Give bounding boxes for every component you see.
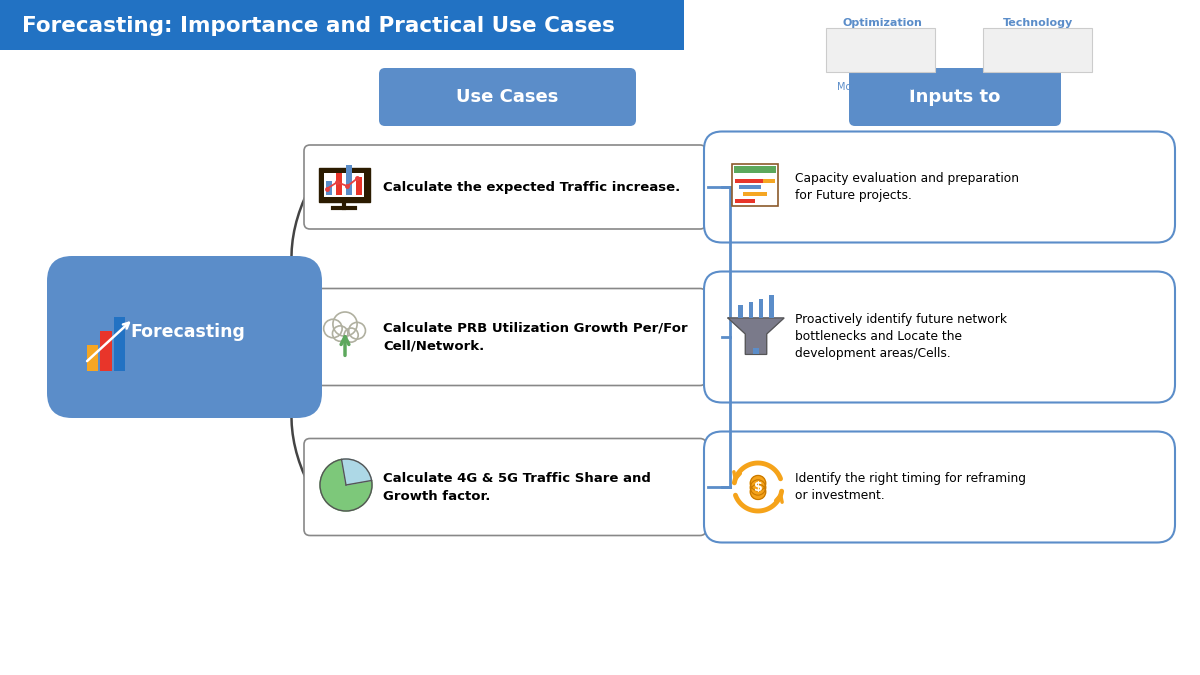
FancyBboxPatch shape xyxy=(736,198,755,202)
Text: Calculate 4G & 5G Traffic Share and
Growth factor.: Calculate 4G & 5G Traffic Share and Grow… xyxy=(383,472,650,502)
Circle shape xyxy=(332,312,358,336)
FancyBboxPatch shape xyxy=(379,68,636,126)
Text: Inputs to: Inputs to xyxy=(910,88,1001,106)
Text: Calculate PRB Utilization Growth Per/For
Cell/Network.: Calculate PRB Utilization Growth Per/For… xyxy=(383,321,688,352)
FancyBboxPatch shape xyxy=(356,177,362,195)
FancyBboxPatch shape xyxy=(743,192,767,196)
Text: Proactively identify future network
bottlenecks and Locate the
development areas: Proactively identify future network bott… xyxy=(794,313,1007,360)
FancyBboxPatch shape xyxy=(826,28,935,72)
Text: Optimization: Optimization xyxy=(842,18,922,28)
FancyBboxPatch shape xyxy=(326,181,332,195)
FancyBboxPatch shape xyxy=(47,256,322,418)
FancyBboxPatch shape xyxy=(324,173,365,197)
Text: Technology: Technology xyxy=(1003,18,1073,28)
Polygon shape xyxy=(342,459,372,485)
FancyBboxPatch shape xyxy=(704,271,1175,402)
FancyBboxPatch shape xyxy=(88,345,98,371)
Circle shape xyxy=(344,328,359,342)
Text: Forecasting: Forecasting xyxy=(130,323,245,341)
Circle shape xyxy=(750,484,766,500)
Circle shape xyxy=(750,475,766,491)
Text: $: $ xyxy=(754,481,762,494)
Circle shape xyxy=(750,480,766,495)
Text: Calculate the expected Traffic increase.: Calculate the expected Traffic increase. xyxy=(383,180,680,194)
FancyBboxPatch shape xyxy=(738,305,743,318)
Text: Use Cases: Use Cases xyxy=(456,88,559,106)
FancyBboxPatch shape xyxy=(336,173,342,195)
FancyBboxPatch shape xyxy=(322,323,368,338)
FancyBboxPatch shape xyxy=(304,439,706,535)
FancyBboxPatch shape xyxy=(734,166,776,173)
FancyBboxPatch shape xyxy=(318,168,370,202)
Polygon shape xyxy=(320,460,372,511)
FancyBboxPatch shape xyxy=(304,145,706,229)
FancyBboxPatch shape xyxy=(983,28,1092,72)
FancyBboxPatch shape xyxy=(114,317,125,371)
Text: Mohamed Eladawi: Mohamed Eladawi xyxy=(838,82,926,92)
Circle shape xyxy=(324,319,342,338)
FancyBboxPatch shape xyxy=(763,179,775,183)
FancyBboxPatch shape xyxy=(101,331,112,371)
Circle shape xyxy=(349,323,366,339)
FancyBboxPatch shape xyxy=(0,0,684,50)
Text: Forecasting: Importance and Practical Use Cases: Forecasting: Importance and Practical Us… xyxy=(22,16,614,36)
FancyBboxPatch shape xyxy=(736,179,763,183)
FancyBboxPatch shape xyxy=(752,348,760,354)
FancyBboxPatch shape xyxy=(749,302,754,318)
FancyBboxPatch shape xyxy=(704,132,1175,242)
Text: Identify the right timing for reframing
or investment.: Identify the right timing for reframing … xyxy=(794,472,1026,502)
Polygon shape xyxy=(728,318,784,354)
FancyBboxPatch shape xyxy=(769,296,774,318)
FancyBboxPatch shape xyxy=(704,431,1175,543)
FancyBboxPatch shape xyxy=(850,68,1061,126)
FancyBboxPatch shape xyxy=(732,164,778,206)
FancyBboxPatch shape xyxy=(758,298,763,318)
Circle shape xyxy=(332,326,348,342)
Text: Capacity evaluation and preparation
for Future projects.: Capacity evaluation and preparation for … xyxy=(794,172,1019,202)
FancyBboxPatch shape xyxy=(739,186,761,190)
FancyBboxPatch shape xyxy=(304,288,706,385)
FancyBboxPatch shape xyxy=(346,165,352,195)
